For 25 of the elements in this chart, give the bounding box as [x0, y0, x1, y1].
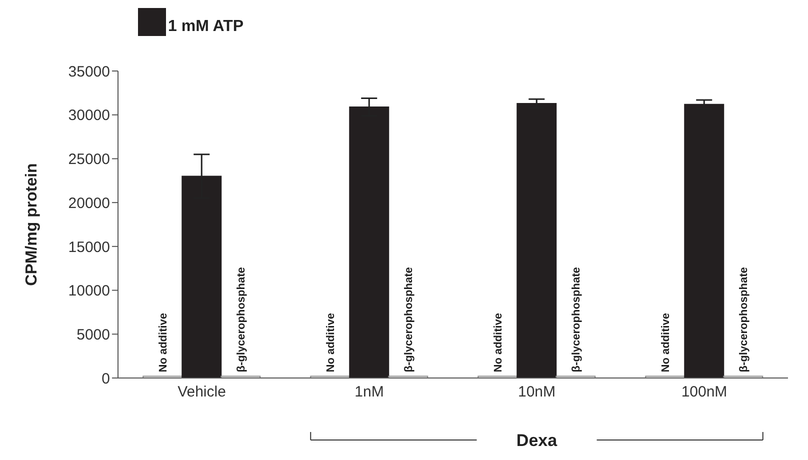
- y-tick-label: 0: [102, 370, 110, 388]
- y-tick-label: 35000: [68, 63, 110, 80]
- text: β-glycerophosphate: [235, 267, 248, 372]
- y-tick-label: 15000: [68, 238, 110, 256]
- bar: [516, 102, 557, 378]
- y-axis-title: CPM/mg protein: [24, 163, 41, 286]
- text: No additive: [660, 312, 672, 372]
- y-tick-label: 10000: [68, 282, 110, 300]
- x-tick-label: 1nM: [354, 384, 384, 401]
- text: β-glycerophosphate: [570, 267, 582, 372]
- x-tick-label: Vehicle: [178, 384, 226, 401]
- legend-label: 1 mM ATP: [168, 18, 244, 36]
- x-tick-label: 10nM: [518, 384, 556, 401]
- text: No additive: [492, 312, 504, 372]
- y-tick-label: 5000: [76, 326, 110, 344]
- text: Dexa: [516, 430, 558, 450]
- y-tick-label: 25000: [68, 151, 110, 168]
- x-tick-label: 100nM: [681, 384, 728, 401]
- text: No additive: [324, 312, 337, 372]
- text: No additive: [157, 312, 170, 372]
- bar: [684, 104, 724, 378]
- text: β-glycerophosphate: [738, 267, 750, 372]
- y-tick-label: 30000: [68, 107, 110, 124]
- y-tick-label: 20000: [68, 194, 110, 212]
- text: β-glycerophosphate: [402, 267, 415, 372]
